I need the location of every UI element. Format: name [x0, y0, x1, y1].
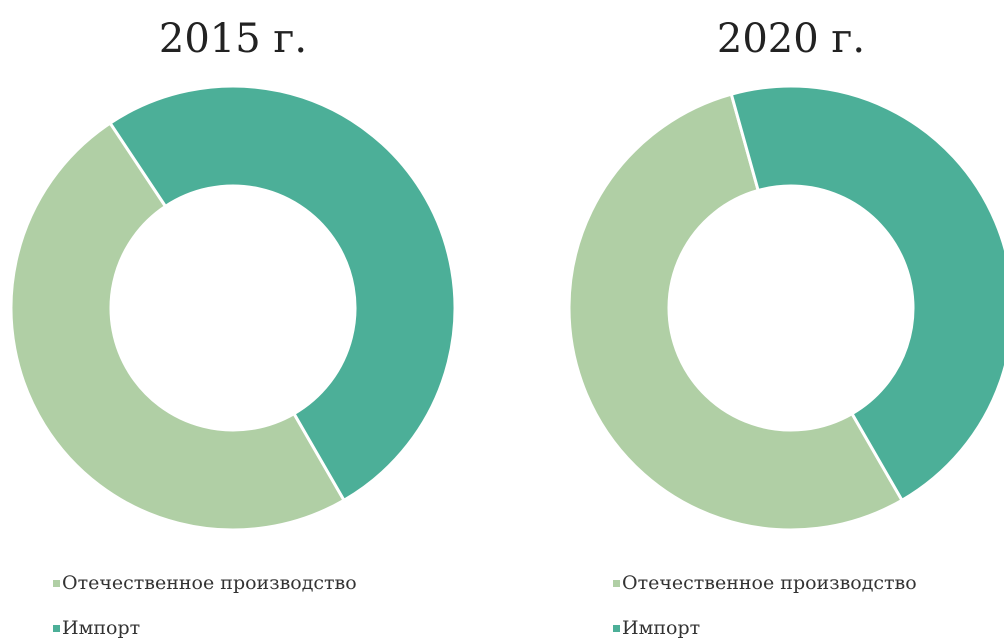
- legend-label: Отечественное производство: [62, 572, 357, 594]
- legend-swatch: [613, 580, 620, 587]
- legend-swatch: [53, 580, 60, 587]
- donut-slice: [729, 84, 1004, 503]
- donut-slice: [108, 84, 457, 503]
- legend-label: Импорт: [622, 617, 700, 639]
- legend-label: Импорт: [62, 617, 140, 639]
- chart-title: 2020 г.: [717, 16, 865, 62]
- donut-slice: [567, 92, 905, 532]
- chart-title: 2015 г.: [159, 16, 307, 62]
- donut-slice: [9, 121, 347, 532]
- legend-label: Отечественное производство: [622, 572, 917, 594]
- legend-swatch: [613, 625, 620, 632]
- legend-swatch: [53, 625, 60, 632]
